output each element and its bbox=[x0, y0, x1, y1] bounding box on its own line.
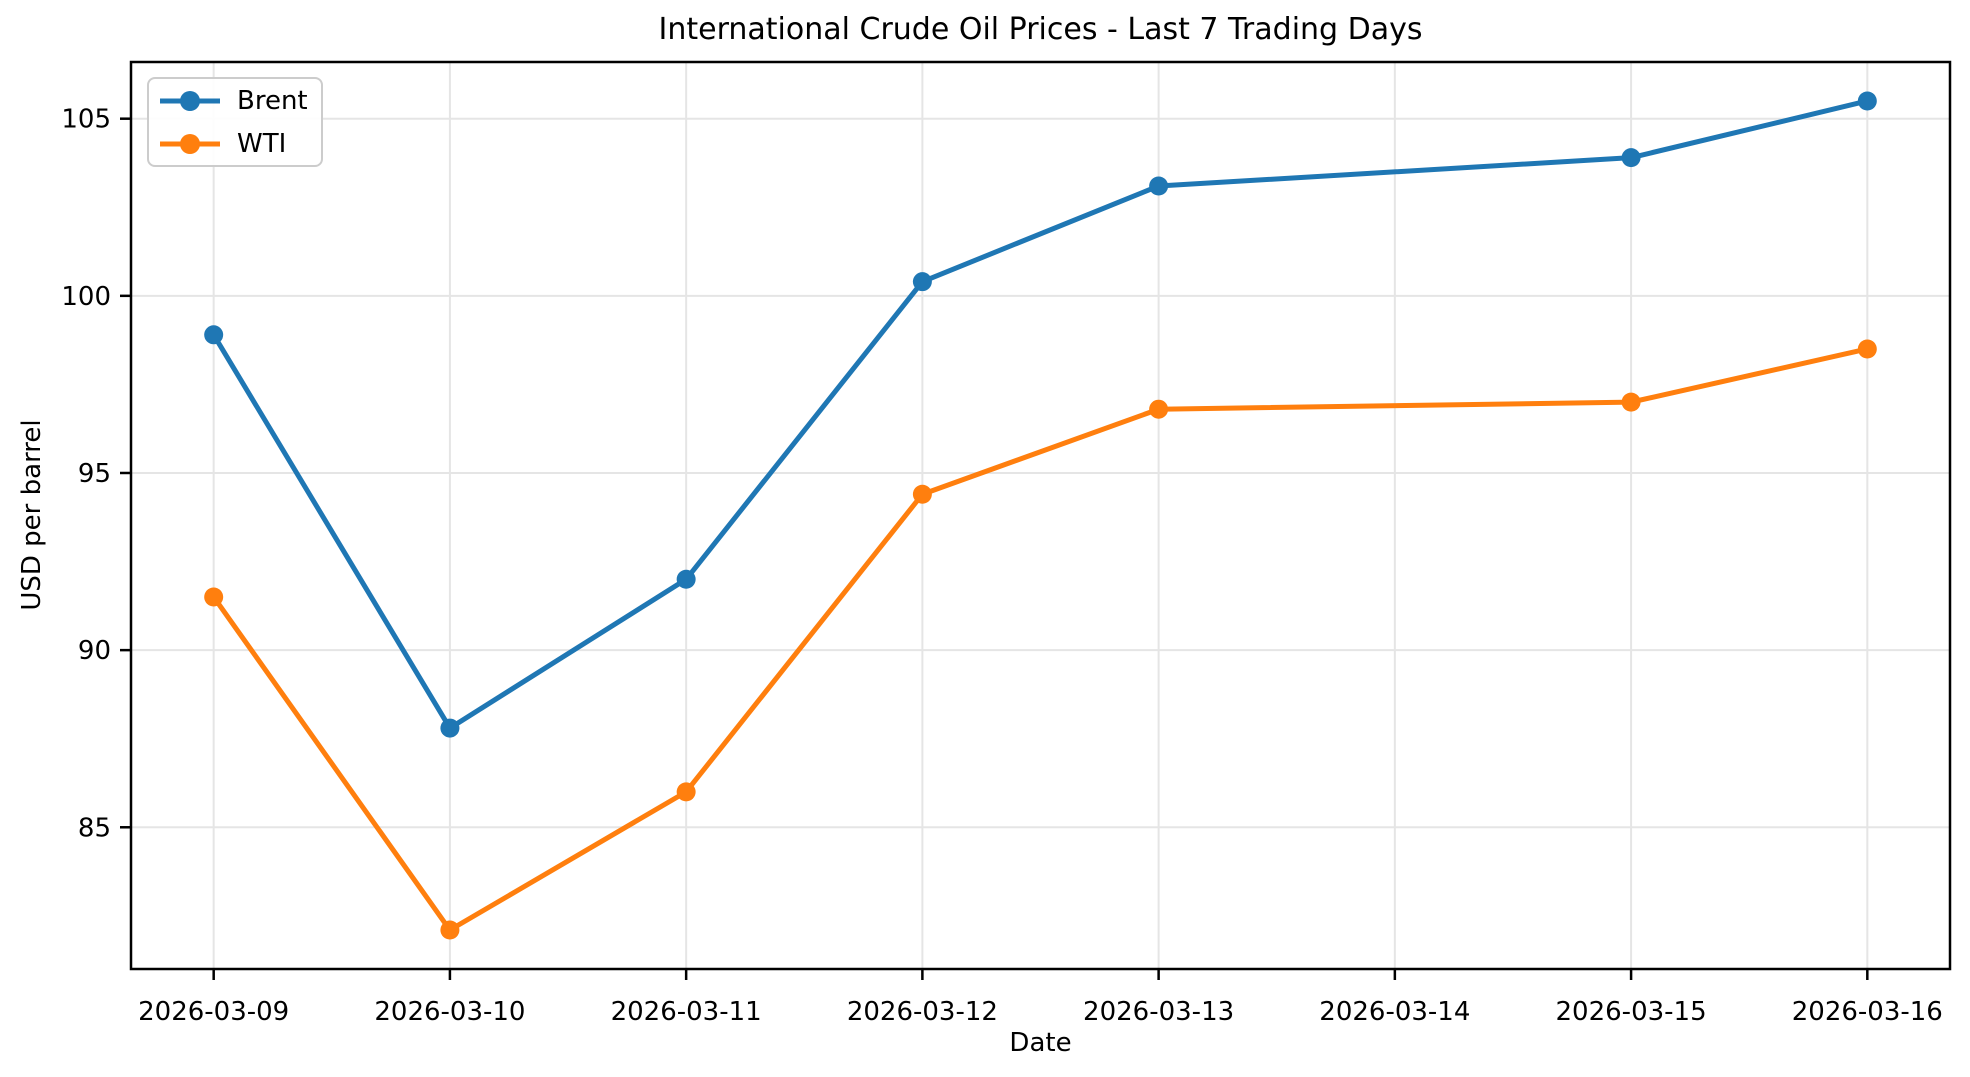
brent-line bbox=[211, 98, 1868, 731]
brent-marker bbox=[912, 272, 932, 292]
x-axis-label: Date bbox=[1009, 1028, 1072, 1058]
y-tick-label: 105 bbox=[61, 105, 111, 135]
x-tick-label: 2026-03-11 bbox=[611, 997, 762, 1027]
x-tick-label: 2026-03-12 bbox=[847, 997, 998, 1027]
brent-line-marker-icon bbox=[160, 90, 220, 111]
legend-item-wti: WTI bbox=[159, 122, 321, 165]
y-tick-label: 90 bbox=[78, 636, 111, 666]
wti-marker bbox=[1857, 339, 1877, 359]
x-tick-label: 2026-03-15 bbox=[1556, 997, 1707, 1027]
x-tick-label: 2026-03-14 bbox=[1319, 997, 1470, 1027]
legend-label-wti: WTI bbox=[237, 128, 287, 159]
brent-marker bbox=[1621, 148, 1641, 168]
chart-title: International Crude Oil Prices - Last 7 … bbox=[658, 12, 1423, 47]
y-tick-label: 95 bbox=[78, 459, 111, 489]
brent-marker bbox=[1149, 176, 1169, 196]
brent-marker bbox=[440, 718, 460, 738]
wti-line bbox=[211, 346, 1868, 933]
x-tick-label: 2026-03-10 bbox=[374, 997, 525, 1027]
brent-marker bbox=[204, 325, 224, 345]
legend-item-brent: Brent bbox=[159, 79, 321, 122]
wti-marker bbox=[1621, 392, 1641, 412]
brent-marker bbox=[676, 569, 696, 589]
wti-line-marker-icon bbox=[160, 133, 220, 154]
wti-marker bbox=[204, 587, 224, 607]
y-tick-label: 100 bbox=[61, 282, 111, 312]
legend-label-brent: Brent bbox=[237, 85, 308, 116]
x-tick-label: 2026-03-16 bbox=[1792, 997, 1943, 1027]
y-tick-label: 85 bbox=[78, 813, 111, 843]
brent-marker bbox=[1857, 91, 1877, 111]
x-tick-label: 2026-03-09 bbox=[138, 997, 289, 1027]
wti-marker bbox=[1149, 399, 1169, 419]
plot-border bbox=[129, 60, 1952, 971]
wti-marker bbox=[440, 920, 460, 940]
wti-marker bbox=[912, 484, 932, 504]
y-axis-label: USD per barrel bbox=[17, 419, 47, 611]
wti-marker bbox=[676, 782, 696, 802]
legend: Brent WTI bbox=[147, 77, 323, 167]
x-tick-label: 2026-03-13 bbox=[1083, 997, 1234, 1027]
